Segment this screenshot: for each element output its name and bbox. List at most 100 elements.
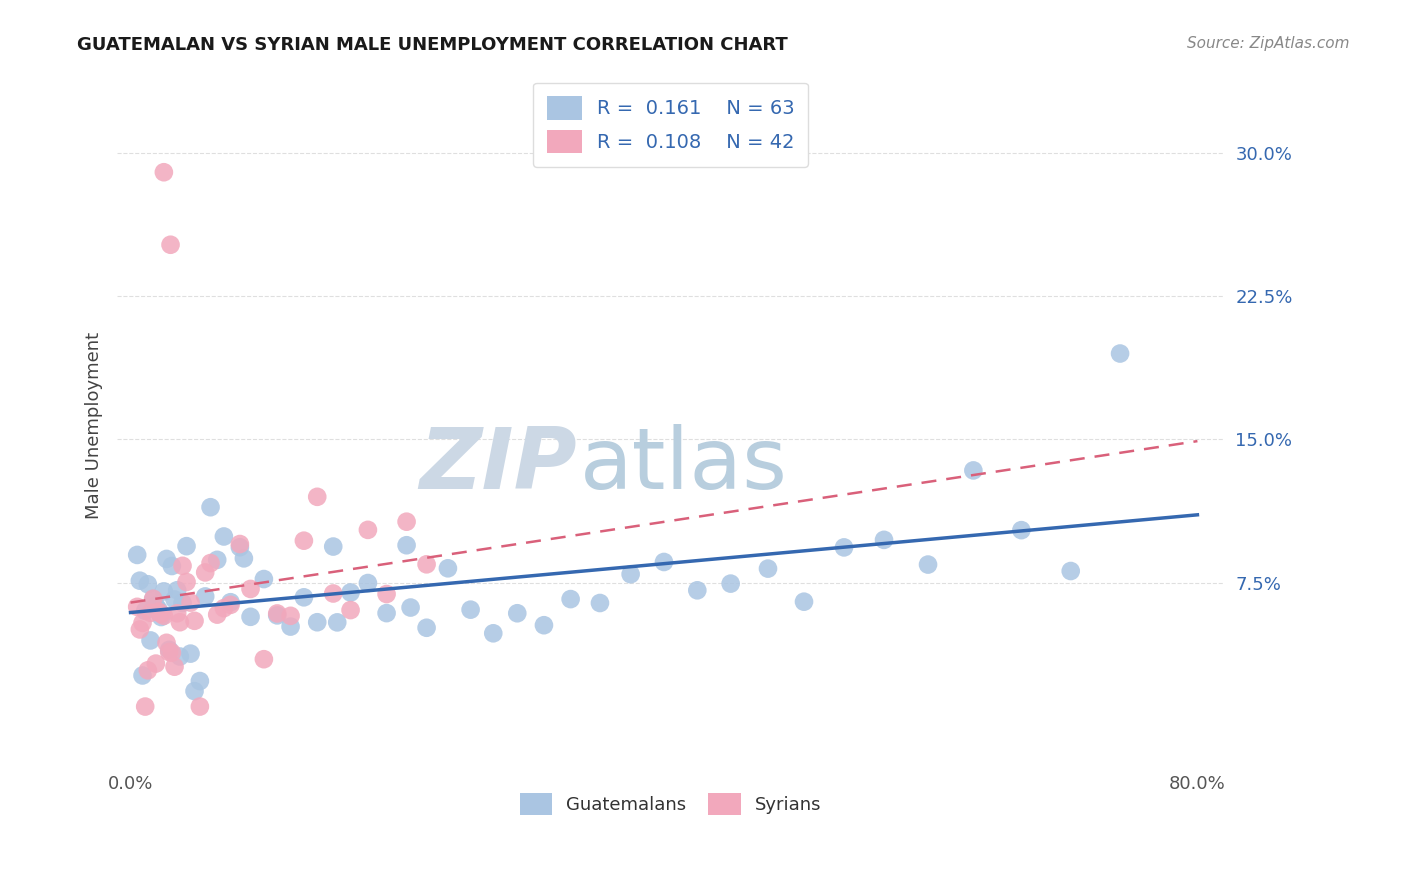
Point [560, 592, 582, 607]
Point [127, 548, 149, 562]
Text: atlas: atlas [579, 425, 787, 508]
Point [589, 596, 612, 610]
Point [266, 607, 288, 621]
Point [322, 586, 344, 600]
Point [232, 551, 254, 566]
Point [375, 606, 398, 620]
Point [145, 599, 167, 613]
Point [155, 636, 177, 650]
Point [172, 558, 194, 573]
Point [180, 596, 202, 610]
Point [153, 608, 176, 623]
Point [357, 523, 380, 537]
Point [415, 621, 437, 635]
Point [652, 555, 675, 569]
Point [339, 603, 361, 617]
Point [1109, 346, 1132, 360]
Point [620, 567, 643, 582]
Point [150, 607, 173, 621]
Point [506, 607, 529, 621]
Point [134, 699, 156, 714]
Point [194, 566, 217, 580]
Point [686, 583, 709, 598]
Point [166, 607, 188, 621]
Point [212, 601, 235, 615]
Point [793, 595, 815, 609]
Point [155, 552, 177, 566]
Point [172, 596, 194, 610]
Point [437, 561, 460, 575]
Point [136, 577, 159, 591]
Point [229, 537, 252, 551]
Point [873, 533, 896, 547]
Y-axis label: Male Unemployment: Male Unemployment [86, 332, 103, 518]
Point [142, 591, 165, 606]
Point [127, 599, 149, 614]
Point [148, 605, 170, 619]
Point [395, 515, 418, 529]
Point [266, 608, 288, 623]
Point [307, 615, 329, 630]
Point [131, 615, 153, 630]
Point [160, 646, 183, 660]
Point [160, 559, 183, 574]
Point [183, 614, 205, 628]
Text: ZIP: ZIP [419, 425, 576, 508]
Point [239, 610, 262, 624]
Point [128, 574, 150, 588]
Point [212, 529, 235, 543]
Point [169, 615, 191, 630]
Point [219, 595, 242, 609]
Point [150, 610, 173, 624]
Point [139, 606, 162, 620]
Point [415, 558, 437, 572]
Point [292, 591, 315, 605]
Point [205, 553, 228, 567]
Point [200, 556, 222, 570]
Point [166, 583, 188, 598]
Point [756, 561, 779, 575]
Point [322, 540, 344, 554]
Point [253, 652, 276, 666]
Point [292, 533, 315, 548]
Point [307, 490, 329, 504]
Point [159, 237, 181, 252]
Point [145, 657, 167, 671]
Point [460, 602, 482, 616]
Point [200, 500, 222, 515]
Point [962, 463, 984, 477]
Legend: Guatemalans, Syrians: Guatemalans, Syrians [512, 786, 830, 822]
Point [395, 538, 418, 552]
Point [720, 576, 742, 591]
Point [180, 647, 202, 661]
Point [176, 574, 198, 589]
Text: GUATEMALAN VS SYRIAN MALE UNEMPLOYMENT CORRELATION CHART: GUATEMALAN VS SYRIAN MALE UNEMPLOYMENT C… [77, 36, 789, 54]
Point [176, 539, 198, 553]
Point [157, 643, 180, 657]
Point [142, 591, 165, 606]
Point [219, 598, 242, 612]
Point [832, 541, 855, 555]
Point [128, 623, 150, 637]
Point [375, 587, 398, 601]
Point [280, 619, 302, 633]
Text: Source: ZipAtlas.com: Source: ZipAtlas.com [1187, 36, 1350, 51]
Point [339, 585, 361, 599]
Point [326, 615, 349, 630]
Point [194, 590, 217, 604]
Point [1010, 523, 1032, 537]
Point [280, 608, 302, 623]
Point [239, 582, 262, 596]
Point [153, 165, 176, 179]
Point [1060, 564, 1083, 578]
Point [148, 602, 170, 616]
Point [188, 699, 211, 714]
Point [229, 541, 252, 555]
Point [153, 584, 176, 599]
Point [157, 645, 180, 659]
Point [205, 607, 228, 622]
Point [253, 572, 276, 586]
Point [533, 618, 555, 632]
Point [357, 576, 380, 591]
Point [131, 668, 153, 682]
